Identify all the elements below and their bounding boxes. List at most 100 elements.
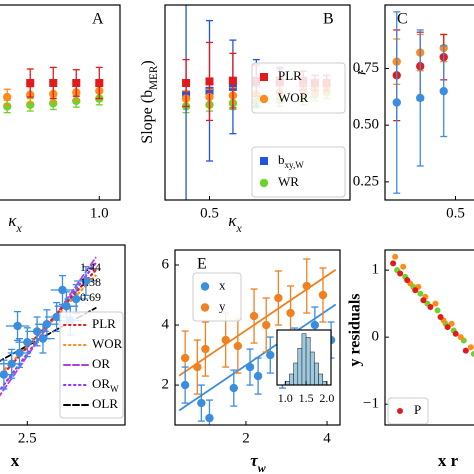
- text-part: xy,W: [285, 160, 305, 170]
- text-part: ): [139, 60, 156, 65]
- marker: [197, 398, 206, 408]
- legend-box: [251, 146, 346, 198]
- legend-marker: [259, 178, 269, 188]
- marker: [72, 79, 81, 87]
- x-tick-label: 1.0: [278, 391, 293, 405]
- text-part: b: [278, 152, 285, 167]
- marker: [38, 334, 48, 343]
- marker: [58, 285, 67, 295]
- marker: [467, 344, 474, 351]
- marker: [13, 321, 22, 331]
- marker: [434, 307, 441, 314]
- legend-box: [59, 311, 124, 419]
- marker: [253, 371, 263, 381]
- marker: [81, 276, 91, 286]
- y-tick-label: 0.75: [353, 60, 379, 76]
- marker: [205, 413, 214, 423]
- histogram-bar: [297, 348, 303, 386]
- legend-label: WOR: [278, 90, 309, 105]
- marker: [201, 344, 210, 354]
- y-axis-label: r: [353, 68, 370, 75]
- legend-marker: [200, 303, 210, 312]
- legend-marker: [260, 157, 268, 165]
- legend-label: PLR: [278, 68, 302, 83]
- marker: [233, 341, 243, 351]
- histogram-bar: [309, 351, 315, 386]
- marker: [229, 383, 238, 393]
- marker: [71, 294, 81, 304]
- legend-label: OR: [92, 356, 110, 371]
- legend-box: [251, 62, 346, 114]
- axes-frame: [164, 4, 351, 201]
- legend-label: y: [219, 298, 226, 313]
- y-tick-label: 0.50: [353, 117, 379, 133]
- marker: [412, 287, 419, 294]
- marker: [452, 330, 459, 337]
- marker: [416, 93, 425, 103]
- x-axis-label: κx: [8, 211, 22, 235]
- axes-frame: [0, 244, 126, 426]
- marker: [0, 370, 9, 379]
- legend-label: PLR: [92, 316, 116, 331]
- plot-area: [3, 66, 104, 114]
- x-tick-label: 2.0: [319, 391, 334, 405]
- text-part: τ: [250, 451, 258, 470]
- x-tick-label: 2: [242, 430, 250, 446]
- plot-area: [390, 253, 474, 357]
- x-tick-label: 1.0: [90, 205, 109, 221]
- x-tick-label: 1.5: [299, 391, 314, 405]
- marker: [302, 281, 311, 291]
- histogram-bar: [289, 373, 294, 386]
- x-axis-label: κx: [228, 211, 242, 235]
- marker: [193, 362, 202, 372]
- y-tick-label: 2: [162, 377, 170, 393]
- y-axis-label: y residuals: [347, 293, 364, 366]
- marker: [23, 338, 32, 347]
- marker: [400, 263, 407, 270]
- y-tick-label: 0.25: [353, 173, 379, 189]
- marker: [437, 314, 444, 321]
- marker: [249, 311, 259, 321]
- marker: [15, 348, 24, 358]
- marker: [49, 79, 58, 87]
- marker: [42, 320, 52, 329]
- marker: [392, 253, 399, 260]
- x-axis-label: τw: [250, 451, 266, 474]
- legend-box: [387, 397, 429, 425]
- axes-frame: [384, 4, 474, 201]
- marker: [457, 334, 464, 341]
- marker: [228, 76, 237, 85]
- legend-label: x: [219, 277, 226, 292]
- marker: [266, 350, 275, 360]
- x-axis-label: x r: [438, 451, 459, 470]
- legend-label: bxy,W: [278, 152, 304, 170]
- legend-marker: [259, 94, 269, 104]
- text-part: W: [110, 384, 119, 394]
- text-part: κ: [8, 211, 17, 230]
- marker: [95, 79, 104, 87]
- marker: [439, 86, 448, 96]
- marker: [448, 320, 455, 327]
- y-tick-label: 1: [372, 262, 380, 278]
- panel-label: E: [197, 256, 207, 273]
- x-axis-label: x: [11, 451, 20, 470]
- y-tick-label: 6: [162, 256, 170, 272]
- marker: [286, 308, 295, 318]
- text-part: OR: [92, 376, 110, 391]
- marker: [427, 303, 434, 310]
- y-tick-label: 0: [372, 329, 380, 345]
- marker: [417, 290, 424, 297]
- marker: [310, 320, 320, 330]
- histogram-bar: [293, 362, 299, 386]
- text-part: w: [258, 461, 266, 474]
- annotation: 1.38: [80, 275, 101, 289]
- marker: [432, 300, 439, 307]
- x-tick-label: 2.5: [18, 430, 37, 446]
- legend-label: WR: [278, 174, 299, 189]
- text-part: Slope (: [139, 98, 156, 144]
- y-axis-label: Slope (bMER): [139, 60, 160, 143]
- legend-marker: [200, 282, 210, 291]
- marker: [420, 297, 427, 304]
